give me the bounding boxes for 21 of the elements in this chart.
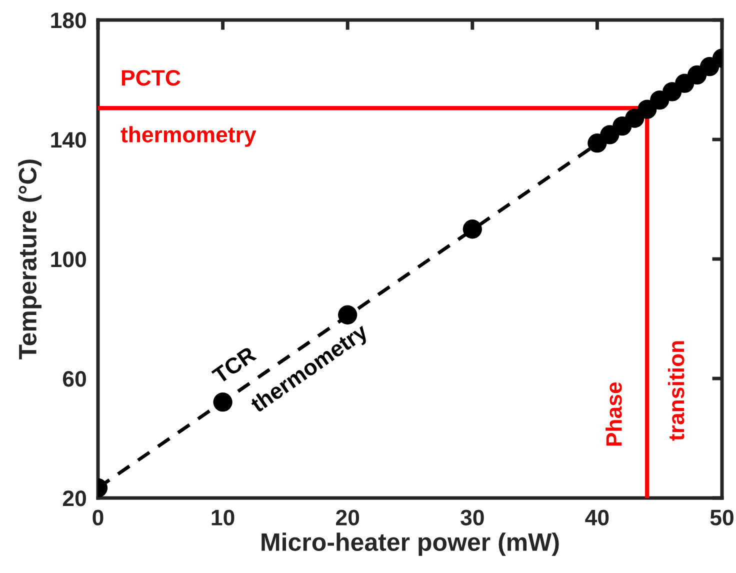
x-tick-label: 20	[336, 510, 360, 526]
annotation: Phase	[606, 382, 622, 446]
point	[638, 100, 657, 119]
y-tick-label: 60	[62, 371, 86, 387]
point	[462, 220, 482, 239]
annotation: thermometry	[120, 126, 256, 147]
x-tick-label: 0	[92, 510, 104, 526]
x-tick-label: 50	[710, 510, 734, 526]
y-tick-label: 20	[62, 490, 86, 506]
point	[213, 392, 232, 412]
annotation: transition	[668, 341, 684, 441]
x-tick-label: 30	[460, 510, 484, 526]
x-tick-label: 40	[585, 510, 609, 526]
y-tick-label: 140	[51, 132, 86, 148]
annotation: PCTC	[122, 70, 180, 86]
y-axis-title: Temperature (°C)	[18, 160, 42, 360]
y-tick-label: 100	[51, 252, 86, 268]
point	[338, 305, 358, 324]
x-tick-label: 10	[212, 510, 234, 526]
y-tick-label: 180	[51, 12, 86, 28]
x-axis-title: Micro-heater power (mW)	[262, 532, 559, 556]
